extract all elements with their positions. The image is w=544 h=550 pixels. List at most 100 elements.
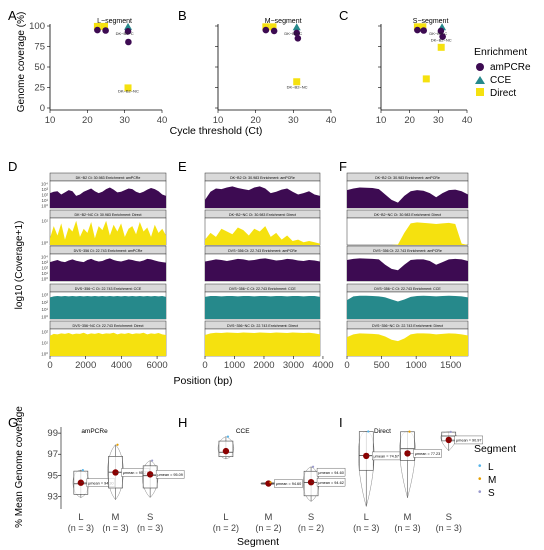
x-tick-label: 10 xyxy=(45,115,56,126)
facet-strip-label: DVS−356 Ct: 22.743 Enrichment: amPCRe xyxy=(74,249,143,253)
point-label: DK−B2−NC xyxy=(118,88,139,93)
coverage-area xyxy=(347,187,468,208)
data-point-direct xyxy=(269,23,277,31)
panel-letter-d: D xyxy=(8,159,17,174)
facet-strip-label: DVS−356−NC Ct: 22.743 Enrichment: Direct xyxy=(372,324,443,328)
facet-y-tick-label: 10³ xyxy=(41,293,48,298)
facet-y-tick-label: 10² xyxy=(41,266,48,271)
segment-label-m: M xyxy=(488,475,496,486)
facet-strip-label: DK−B2−NC Ct: 30.983 Enrichment: Direct xyxy=(229,213,296,217)
x-tick-label: 40 xyxy=(157,115,168,126)
facet-strip-label: DVS−356−C Ct: 22.743 Enrichment: CCE xyxy=(75,287,142,291)
segment-point xyxy=(449,430,452,433)
data-point-ampcre xyxy=(102,27,109,34)
x-tick-label: 6000 xyxy=(147,360,168,371)
x-count-label: (n = 3) xyxy=(102,523,128,533)
segment-label-s: S xyxy=(488,488,495,499)
panel-letter-b: B xyxy=(178,8,187,23)
facet-strip-label: DK−B2 Ct: 30.983 Enrichment: amPCRe xyxy=(230,176,295,180)
facet-y-tick-label: 10³ xyxy=(41,187,48,192)
x-count-label: (n = 2) xyxy=(255,523,281,533)
facet-strip-label: DVS−356−C Ct: 22.743 Enrichment: CCE xyxy=(229,287,296,291)
facet-y-tick-label: 10¹ xyxy=(41,271,48,276)
segment-legend: Segment • • • L M S xyxy=(474,443,516,499)
coverage-area xyxy=(347,222,468,245)
panel-letter-f: F xyxy=(339,159,347,174)
coverage-area xyxy=(205,186,320,208)
mean-label-box xyxy=(316,467,346,477)
data-point-ampcre xyxy=(94,26,101,34)
point-label: DK−B2−C xyxy=(116,31,134,36)
facet-strip-label: DVS−356−C Ct: 22.743 Enrichment: CCE xyxy=(374,287,441,291)
row3-x-axis-title: Segment xyxy=(237,536,279,548)
facet-y-tick-label: 10¹ xyxy=(41,219,48,224)
facet-y-tick-label: 10⁴ xyxy=(41,182,48,187)
row3-y-axis-title: % Mean Genome coverage xyxy=(14,406,25,528)
facet-y-tick-label: 10⁴ xyxy=(41,255,48,260)
x-tick-label: 0 xyxy=(344,360,349,371)
legend-label-direct: Direct xyxy=(490,88,516,99)
y-tick-label: 97 xyxy=(47,449,58,460)
coverage-area xyxy=(50,332,166,356)
x-tick-label: 0 xyxy=(47,360,52,371)
mean-label-text: μmean = 94.30 xyxy=(88,481,114,485)
x-tick-label: 1000 xyxy=(406,360,427,371)
facet-y-tick-label: 10² xyxy=(41,193,48,198)
coverage-area xyxy=(50,258,166,281)
x-tick-label: 10 xyxy=(213,115,224,126)
facet-strip-label: DVS−356 Ct: 22.743 Enrichment: amPCRe xyxy=(373,249,442,253)
legend-label-ampcre: amPCRe xyxy=(490,62,531,73)
scatter-panel-c: 10 20 30 40 S−segment DK−B2−NC DK−B2−C xyxy=(376,18,473,126)
y-tick-label: 50 xyxy=(34,62,45,73)
x-count-label: (n = 3) xyxy=(394,523,420,533)
y-tick-label: 95 xyxy=(47,470,58,481)
segment-point xyxy=(151,459,154,462)
mean-label-box xyxy=(155,470,185,479)
data-point-direct xyxy=(437,43,445,51)
scatter-panel-a: 10 20 30 40 0 25 50 75 100 L−segment DK−B2−NC DK−B2… xyxy=(29,18,167,126)
x-tick-label: 500 xyxy=(374,360,390,371)
scatter-panel-b: 10 20 30 40 M−segment DK−B2−NC DK−B2−C xyxy=(213,18,337,126)
mean-label-text: μmean = 94.62 xyxy=(318,481,344,485)
enrichment-legend: Enrichment amPCRe CCE Direct xyxy=(474,46,531,99)
legend-label-cce: CCE xyxy=(490,75,511,86)
mean-label-text: μmean = 95.09 xyxy=(157,473,183,477)
x-tick-label: 4000 xyxy=(312,360,333,371)
data-point-cce xyxy=(124,22,133,30)
segment-point xyxy=(81,468,84,472)
segment-point xyxy=(269,481,272,484)
facet-y-tick-label: 10⁰ xyxy=(41,204,48,209)
enrichment-legend-title: Enrichment xyxy=(474,46,527,58)
legend-key-direct xyxy=(476,88,484,96)
facet-strip-label: DK−B2 Ct: 30.983 Enrichment: amPCRe xyxy=(375,176,440,180)
coverage-area xyxy=(205,258,320,281)
row2-y-axis-title: log10 (Coverage+1) xyxy=(14,221,25,310)
mean-label-box xyxy=(413,449,442,458)
y-tick-label: 0 xyxy=(40,103,45,114)
panel-letter-e: E xyxy=(178,159,187,174)
x-tick-label: 20 xyxy=(250,115,261,126)
legend-key-ampcre xyxy=(476,63,484,71)
facet-strip-label: DVS−356−NC Ct: 22.743 Enrichment: Direct xyxy=(227,324,298,328)
data-point-ampcre xyxy=(270,27,278,35)
segment-legend-title: Segment xyxy=(474,443,516,455)
x-tick-label: 30 xyxy=(288,115,299,126)
panel-letter-h: H xyxy=(178,415,187,430)
x-tick-label: L xyxy=(78,512,83,523)
facet-y-tick-label: 10⁰ xyxy=(41,352,48,357)
panel-title: M−segment xyxy=(265,18,302,25)
facet-strip-label: DK−B2−NC Ct: 30.983 Enrichment: Direct xyxy=(374,213,441,217)
mean-label-text: μmean = 90.97 xyxy=(456,439,482,443)
coverage-panel-f: DK−B2 Ct: 30.983 Enrichment: amPCRe DK−B2… xyxy=(344,172,469,371)
y-tick-label: 75 xyxy=(34,42,45,53)
facet-y-tick-label: 10¹ xyxy=(41,341,48,346)
y-tick-label: 100 xyxy=(29,21,45,32)
panel-title: L−segment xyxy=(97,18,132,25)
data-point-cce xyxy=(292,23,301,31)
y-tick-label: 99 xyxy=(47,428,58,439)
facet-y-tick-label: 10⁰ xyxy=(41,241,48,246)
data-point-ampcre xyxy=(293,29,301,37)
data-point-ampcre xyxy=(294,35,302,42)
